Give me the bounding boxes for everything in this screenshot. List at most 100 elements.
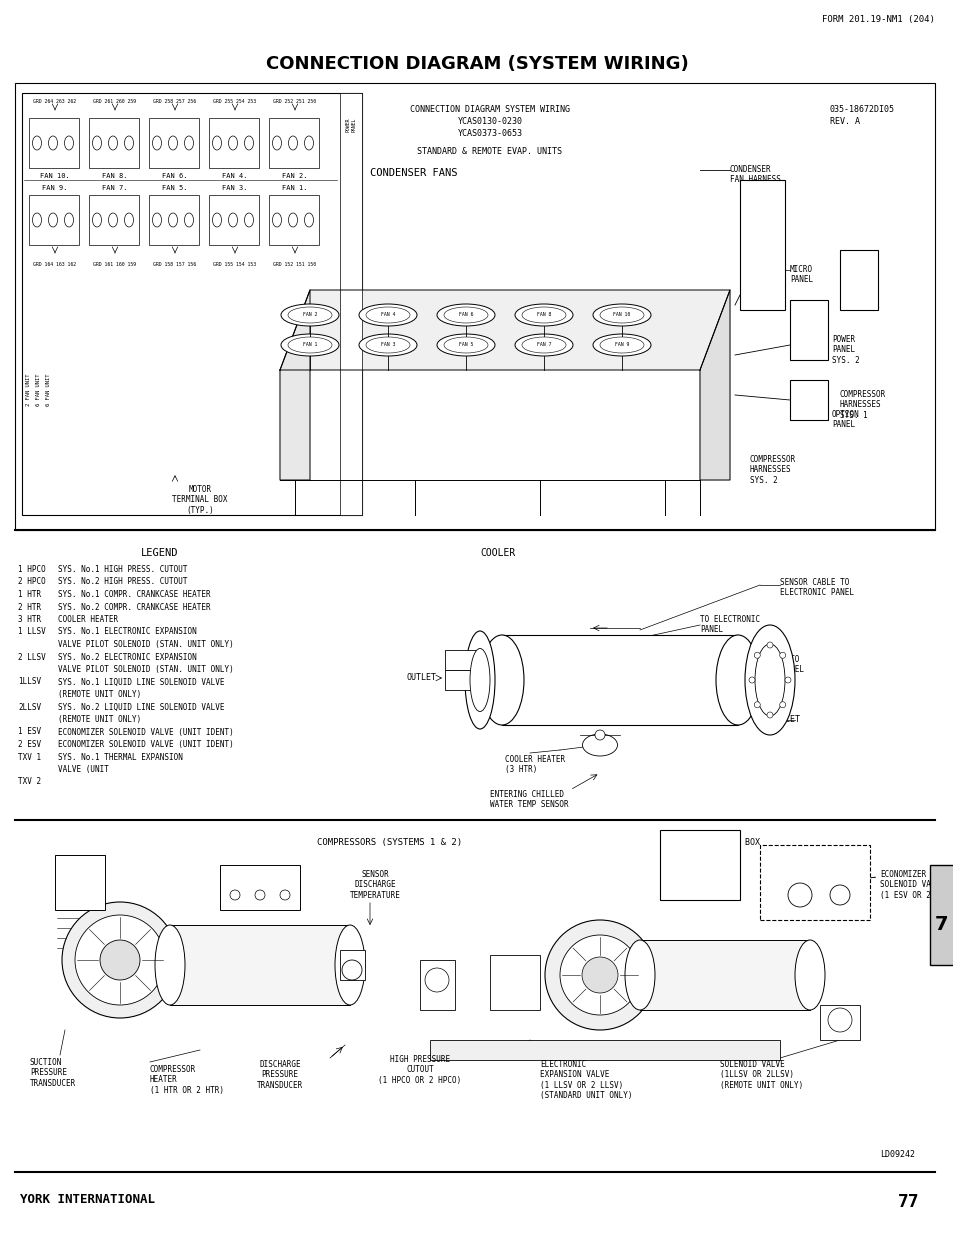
Ellipse shape xyxy=(184,212,193,227)
Circle shape xyxy=(595,730,604,740)
Bar xyxy=(209,119,258,168)
Ellipse shape xyxy=(169,136,177,149)
Ellipse shape xyxy=(624,940,655,1010)
Text: 1 HTR: 1 HTR xyxy=(18,590,41,599)
Circle shape xyxy=(784,677,790,683)
Bar xyxy=(220,864,299,910)
Ellipse shape xyxy=(184,136,193,149)
Circle shape xyxy=(581,957,618,993)
Text: OUTLET: OUTLET xyxy=(407,673,436,683)
Text: GRD 261 260 259: GRD 261 260 259 xyxy=(93,99,136,104)
Text: FAN 8.: FAN 8. xyxy=(102,173,128,179)
Text: FAN 6: FAN 6 xyxy=(458,312,473,317)
Ellipse shape xyxy=(273,136,281,149)
Circle shape xyxy=(75,915,165,1005)
Text: FAN 3.: FAN 3. xyxy=(222,185,248,191)
Text: 1LLSV: 1LLSV xyxy=(18,678,41,687)
Text: FAN 5.: FAN 5. xyxy=(162,185,188,191)
Bar xyxy=(29,195,79,245)
Text: SYS. No.2 LIQUID LINE SOLENOID VALVE: SYS. No.2 LIQUID LINE SOLENOID VALVE xyxy=(58,703,224,711)
Ellipse shape xyxy=(358,304,416,326)
Ellipse shape xyxy=(515,333,573,356)
Ellipse shape xyxy=(794,940,824,1010)
Bar xyxy=(22,93,361,515)
Text: SYS. No.2 HIGH PRESS. CUTOUT: SYS. No.2 HIGH PRESS. CUTOUT xyxy=(58,578,188,587)
Ellipse shape xyxy=(754,643,784,716)
Bar xyxy=(29,119,79,168)
Text: COMPRESSOR
HARNESSES
SYS. 2: COMPRESSOR HARNESSES SYS. 2 xyxy=(749,454,796,485)
Text: TXV 1: TXV 1 xyxy=(18,752,41,762)
Text: GRD 158 157 156: GRD 158 157 156 xyxy=(153,262,196,267)
Ellipse shape xyxy=(154,925,185,1005)
Text: SUCTION
PRESSURE
TRANSDUCER: SUCTION PRESSURE TRANSDUCER xyxy=(30,1058,76,1088)
Text: INLET: INLET xyxy=(774,715,800,725)
Bar xyxy=(639,940,809,1010)
Text: HIGH PRESSURE
CUTOUT
(1 HPCO OR 2 HPCO): HIGH PRESSURE CUTOUT (1 HPCO OR 2 HPCO) xyxy=(378,1055,461,1084)
Text: ECONOMIZER SOLENOID VALVE (UNIT IDENT): ECONOMIZER SOLENOID VALVE (UNIT IDENT) xyxy=(58,727,233,736)
Ellipse shape xyxy=(716,635,760,725)
Bar xyxy=(89,195,139,245)
Ellipse shape xyxy=(229,212,237,227)
Text: ECONOMIZER
SOLENOID VALVE
(1 ESV OR 2 ESV): ECONOMIZER SOLENOID VALVE (1 ESV OR 2 ES… xyxy=(879,869,953,900)
Ellipse shape xyxy=(32,212,42,227)
Bar xyxy=(760,845,869,920)
Ellipse shape xyxy=(470,648,490,711)
Text: POWER
PANEL: POWER PANEL xyxy=(345,119,356,132)
Text: GRD 264 263 262: GRD 264 263 262 xyxy=(33,99,76,104)
Text: CONDENSER
FAN HARNESS: CONDENSER FAN HARNESS xyxy=(729,165,781,184)
Ellipse shape xyxy=(244,136,253,149)
Circle shape xyxy=(62,902,178,1018)
Ellipse shape xyxy=(125,212,133,227)
Ellipse shape xyxy=(341,960,361,981)
Ellipse shape xyxy=(281,333,338,356)
Ellipse shape xyxy=(515,304,573,326)
Text: ELECTRONIC
EXPANSION VALVE
(1 LLSV OR 2 LLSV)
(STANDARD UNIT ONLY): ELECTRONIC EXPANSION VALVE (1 LLSV OR 2 … xyxy=(539,1060,632,1100)
Text: FAN 2.: FAN 2. xyxy=(282,173,308,179)
Bar xyxy=(419,960,455,1010)
Ellipse shape xyxy=(49,136,57,149)
Text: (REMOTE UNIT ONLY): (REMOTE UNIT ONLY) xyxy=(58,690,141,699)
Bar xyxy=(149,119,199,168)
Text: SYS. No.1 COMPR. CRANKCASE HEATER: SYS. No.1 COMPR. CRANKCASE HEATER xyxy=(58,590,211,599)
Text: VALVE PILOT SOLENOID (STAN. UNIT ONLY): VALVE PILOT SOLENOID (STAN. UNIT ONLY) xyxy=(58,664,233,674)
Ellipse shape xyxy=(436,304,495,326)
Bar xyxy=(430,1040,780,1060)
Ellipse shape xyxy=(244,212,253,227)
Circle shape xyxy=(754,701,760,708)
Circle shape xyxy=(779,652,785,658)
Bar xyxy=(269,119,318,168)
Circle shape xyxy=(100,940,140,981)
Text: LD09242: LD09242 xyxy=(879,1150,914,1158)
Text: SYS. No.1 THERMAL EXPANSION: SYS. No.1 THERMAL EXPANSION xyxy=(58,752,183,762)
Circle shape xyxy=(559,935,639,1015)
Text: TERMINAL BOX: TERMINAL BOX xyxy=(700,839,760,847)
Circle shape xyxy=(787,883,811,906)
Text: SYS. No.1 HIGH PRESS. CUTOUT: SYS. No.1 HIGH PRESS. CUTOUT xyxy=(58,564,188,574)
Text: 7: 7 xyxy=(934,915,947,934)
Ellipse shape xyxy=(229,136,237,149)
Text: YCAS0373-0653: YCAS0373-0653 xyxy=(457,128,522,138)
Text: 77: 77 xyxy=(898,1193,919,1212)
Ellipse shape xyxy=(288,212,297,227)
Text: FAN 9.: FAN 9. xyxy=(42,185,68,191)
Text: 6 FAN UNIT: 6 FAN UNIT xyxy=(36,374,42,406)
Text: FORM 201.19-NM1 (204): FORM 201.19-NM1 (204) xyxy=(821,15,934,23)
Polygon shape xyxy=(700,290,729,480)
Ellipse shape xyxy=(288,136,297,149)
Ellipse shape xyxy=(582,734,617,756)
Ellipse shape xyxy=(169,212,177,227)
Text: YCAS0130-0230: YCAS0130-0230 xyxy=(457,117,522,126)
Text: SYS. No.1 ELECTRONIC EXPANSION: SYS. No.1 ELECTRONIC EXPANSION xyxy=(58,627,196,636)
Text: FAN 5: FAN 5 xyxy=(458,342,473,347)
Text: (REMOTE UNIT ONLY): (REMOTE UNIT ONLY) xyxy=(58,715,141,724)
Text: FAN 4.: FAN 4. xyxy=(222,173,248,179)
Ellipse shape xyxy=(521,308,565,324)
Text: 2 HTR: 2 HTR xyxy=(18,603,41,611)
Bar xyxy=(55,855,105,910)
Ellipse shape xyxy=(213,136,221,149)
Ellipse shape xyxy=(593,333,650,356)
Circle shape xyxy=(424,968,449,992)
Ellipse shape xyxy=(304,212,314,227)
Bar xyxy=(501,635,738,725)
Ellipse shape xyxy=(152,212,161,227)
